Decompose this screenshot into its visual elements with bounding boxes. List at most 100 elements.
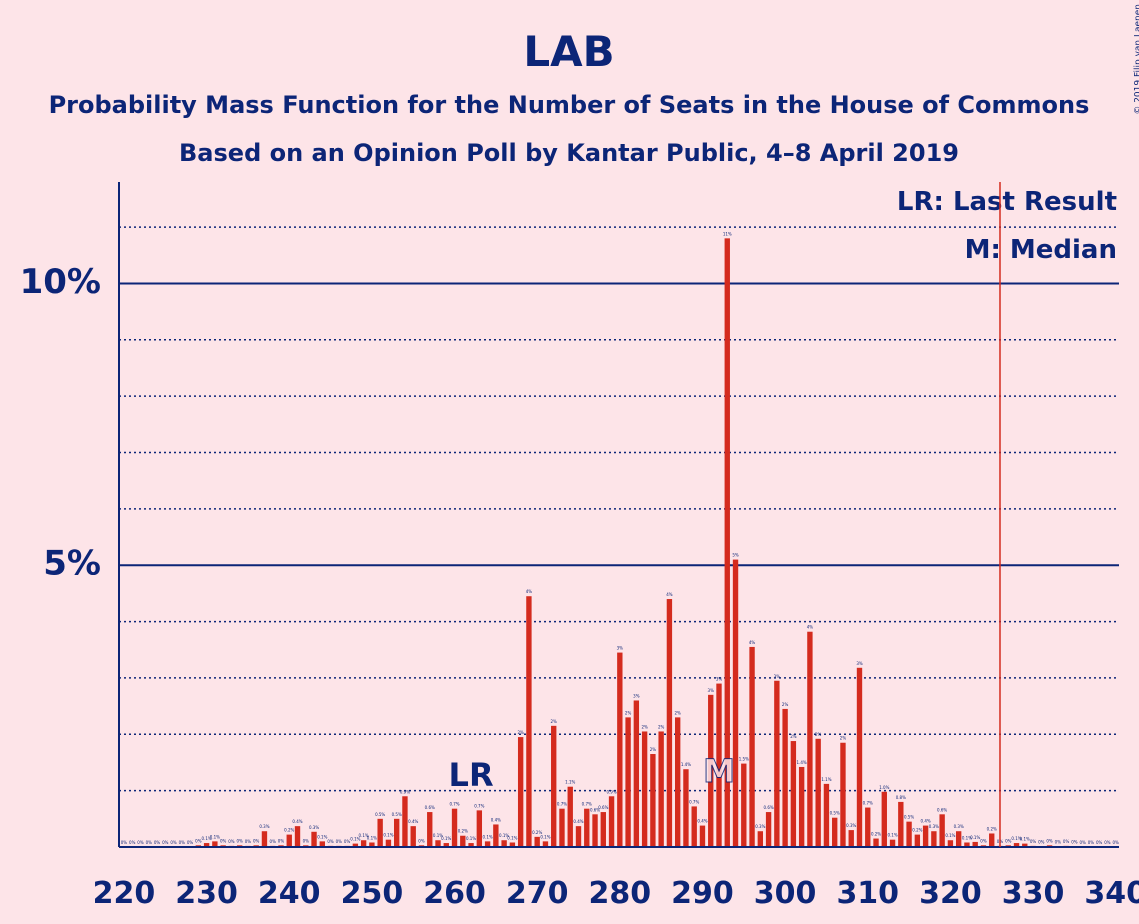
bar — [567, 786, 573, 847]
bar — [534, 836, 540, 847]
bar — [484, 841, 491, 847]
value-label: 0% — [980, 838, 987, 843]
value-label: 0% — [1079, 840, 1086, 845]
value-label: 0% — [1113, 840, 1120, 845]
bar — [468, 843, 474, 847]
value-label: 0% — [245, 839, 252, 844]
value-label: 5% — [732, 553, 739, 558]
x-tick-label: 340 — [1084, 876, 1139, 911]
bar — [377, 818, 383, 847]
bar — [840, 742, 846, 847]
x-tick-label: 280 — [589, 876, 652, 911]
value-label: 0.4% — [491, 817, 501, 822]
median-label: M — [703, 752, 735, 790]
value-label: 0% — [137, 840, 144, 845]
value-label: 0.5% — [375, 812, 385, 817]
bar — [774, 680, 780, 847]
bar — [641, 731, 648, 847]
value-label: 1.0% — [879, 785, 889, 790]
value-label: 0% — [344, 839, 351, 844]
value-label: 0% — [195, 838, 202, 843]
bar — [394, 818, 400, 847]
value-label: 0.6% — [590, 807, 600, 812]
bar — [757, 831, 764, 847]
bar — [369, 842, 375, 847]
value-label: 0.1% — [441, 836, 451, 841]
value-label: 0.2% — [871, 832, 881, 837]
bar — [650, 754, 656, 847]
value-label: 0% — [303, 838, 310, 843]
bar — [542, 841, 549, 847]
value-label: 0% — [1046, 838, 1053, 843]
value-label: 0.3% — [259, 824, 269, 829]
value-label: 0.4% — [573, 819, 583, 824]
bar — [741, 763, 747, 847]
bar — [922, 825, 929, 847]
value-label: 0.1% — [1020, 837, 1030, 842]
bar — [443, 843, 449, 847]
bar — [435, 840, 441, 847]
bar — [625, 717, 631, 847]
value-label: 0% — [1038, 839, 1045, 844]
bar — [360, 840, 367, 847]
value-label: 1.5% — [739, 757, 749, 762]
value-label: 0% — [1104, 840, 1111, 845]
value-label: 3% — [633, 693, 640, 698]
bar — [807, 631, 813, 847]
value-label: 0.1% — [383, 833, 393, 838]
bar — [311, 831, 317, 847]
value-label: 2% — [517, 730, 524, 735]
value-label: 1.1% — [821, 777, 831, 782]
bar — [798, 766, 805, 847]
value-label: 0.3% — [755, 824, 765, 829]
bar — [964, 842, 970, 847]
value-label: 0.2% — [987, 826, 997, 831]
legend-entry: M: Median — [965, 235, 1117, 265]
value-label: 2% — [641, 724, 648, 729]
bar — [633, 700, 640, 847]
value-label: 2% — [625, 710, 632, 715]
x-tick-label: 310 — [836, 876, 899, 911]
bar — [286, 834, 292, 847]
value-label: 0.3% — [846, 823, 856, 828]
bar — [319, 841, 325, 847]
bar — [955, 831, 962, 847]
value-label: 2% — [674, 710, 681, 715]
bar — [823, 783, 830, 847]
value-label: 0.1% — [350, 837, 360, 842]
x-tick-label: 300 — [754, 876, 817, 911]
bar — [931, 831, 937, 847]
value-label: 0% — [1096, 840, 1103, 845]
value-label: 0% — [336, 839, 343, 844]
bar — [939, 814, 945, 847]
bar — [889, 839, 896, 847]
bar — [559, 808, 565, 847]
value-label: 0.2% — [912, 828, 922, 833]
value-label: 1.4% — [797, 760, 807, 765]
bar — [881, 791, 887, 847]
bar — [294, 826, 301, 847]
chart-title: LAB — [523, 27, 614, 76]
x-tick-label: 230 — [175, 876, 238, 911]
value-label: 4% — [666, 592, 673, 597]
bar — [658, 731, 664, 847]
value-label: 0% — [253, 838, 260, 843]
bar — [691, 806, 697, 847]
bar — [608, 796, 615, 847]
value-label: 0.1% — [359, 833, 369, 838]
bar — [592, 814, 598, 847]
bar — [765, 812, 772, 847]
value-label: 0% — [327, 839, 334, 844]
value-label: 0.8% — [896, 795, 906, 800]
value-label: 1.4% — [681, 762, 691, 767]
value-label: 4% — [749, 640, 756, 645]
value-label: 3% — [856, 661, 863, 666]
value-label: 0.1% — [466, 836, 476, 841]
bar — [873, 838, 879, 847]
bar — [832, 817, 838, 847]
value-label: 0% — [278, 838, 285, 843]
bar — [551, 725, 557, 847]
value-label: 0% — [129, 840, 136, 845]
